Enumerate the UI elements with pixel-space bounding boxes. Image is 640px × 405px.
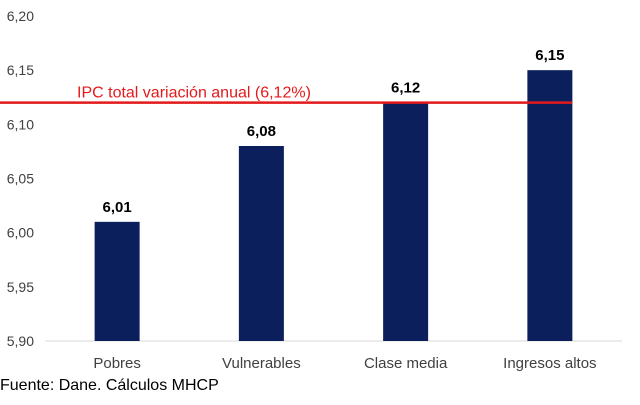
y-tick-label: 5,90 <box>7 333 34 349</box>
y-tick-label: 6,10 <box>7 116 34 132</box>
y-tick-label: 6,05 <box>7 171 34 187</box>
y-tick-label: 6,15 <box>7 62 34 78</box>
data-label: 6,12 <box>391 80 420 97</box>
category-label: Ingresos altos <box>503 355 596 372</box>
category-labels: Pobres Vulnerables Clase media Ingresos alt… <box>93 355 596 372</box>
category-label: Pobres <box>93 355 141 372</box>
bar <box>527 70 573 342</box>
bars <box>94 70 573 342</box>
data-label: 6,08 <box>247 123 276 140</box>
y-tick-label: 5,95 <box>7 279 34 295</box>
y-axis: 5,90 5,95 6,00 6,05 6,10 6,15 6,20 <box>7 8 34 349</box>
bar-chart: 5,90 5,95 6,00 6,05 6,10 6,15 6,20 6,01 6,08 6,1… <box>0 8 622 372</box>
data-label: 6,01 <box>103 199 132 216</box>
data-labels: 6,01 6,08 6,12 6,15 <box>103 47 565 216</box>
y-tick-label: 6,20 <box>7 8 34 24</box>
bar <box>383 102 429 342</box>
reference-line-label: IPC total variación anual (6,12%) <box>77 85 311 102</box>
y-tick-label: 6,00 <box>7 225 34 241</box>
data-label: 6,15 <box>535 47 564 64</box>
source-note: Fuente: Dane. Cálculos MHCP <box>0 377 219 394</box>
category-label: Vulnerables <box>222 355 301 372</box>
category-label: Clase media <box>364 355 448 372</box>
bar <box>238 146 284 341</box>
bar <box>94 221 140 341</box>
